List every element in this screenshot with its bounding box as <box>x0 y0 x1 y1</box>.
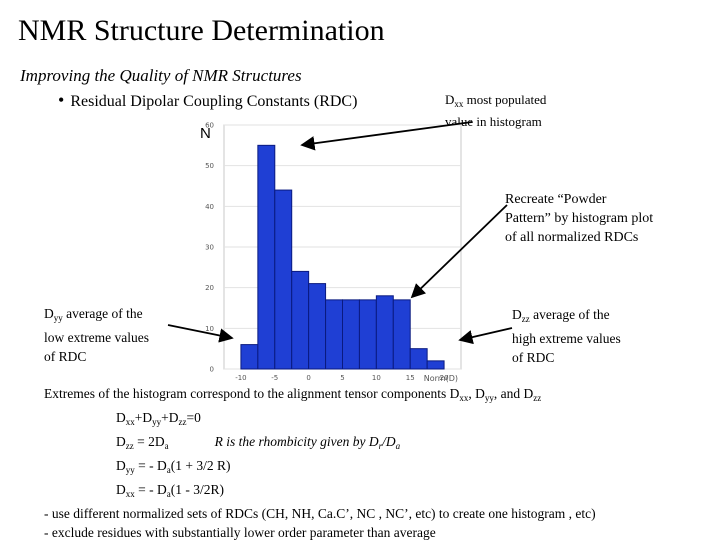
trace-equation: Dxx+Dyy+Dzz=0 <box>116 410 201 427</box>
extremes-line: Extremes of the histogram correspond to … <box>44 386 542 403</box>
histogram-bar <box>257 144 276 370</box>
y-axis-label: N <box>200 125 211 142</box>
slide-subtitle: Improving the Quality of NMR Structures <box>20 66 302 85</box>
y-tick-label: 40 <box>205 203 214 211</box>
y-tick-label: 20 <box>205 284 214 292</box>
dyy-annotation: Dyy average of the low extreme values of… <box>44 306 149 364</box>
y-tick-label: 0 <box>210 366 214 374</box>
y-tick-label: 50 <box>205 162 214 170</box>
x-tick-label: 10 <box>372 374 381 382</box>
rdc-histogram: 0 10 20 30 40 50 60 -10 -5 0 5 10 15 20 N Norm(D) <box>200 122 462 383</box>
powder-pattern-annotation: Recreate “Powder Pattern” by histogram p… <box>505 192 654 245</box>
histogram-bar <box>392 299 411 370</box>
histogram-bar <box>426 360 445 370</box>
histogram-bar <box>375 295 394 370</box>
explanation-text: Extremes of the histogram correspond to … <box>44 384 596 542</box>
y-tick-labels: 0 10 20 30 40 50 60 <box>205 122 214 374</box>
y-tick-label: 30 <box>205 244 214 252</box>
x-tick-label: -5 <box>271 374 278 382</box>
normalized-sets-note: - use different normalized sets of RDCs … <box>44 506 596 521</box>
bullet-dot-icon: • <box>58 90 65 110</box>
y-tick-label: 60 <box>205 122 214 130</box>
x-tick-label: -10 <box>235 374 246 382</box>
histogram-bar <box>291 270 310 370</box>
histogram-bar <box>358 299 377 370</box>
histogram-bar <box>342 299 360 370</box>
x-tick-label: 15 <box>406 374 415 382</box>
histogram-bar <box>409 348 428 370</box>
dyy-equation: Dyy = - Da(1 + 3/2 R) <box>116 458 231 475</box>
y-tick-label: 10 <box>205 325 214 333</box>
histogram-bar <box>274 189 293 370</box>
dzz-equation: Dzz = 2Da R is the rhombicity given by Dr… <box>116 434 401 451</box>
x-tick-labels: -10 -5 0 5 10 15 20 <box>235 374 448 382</box>
histogram-bar <box>325 299 343 370</box>
x-tick-label: 0 <box>306 374 310 382</box>
dzz-annotation: Dzz average of the high extreme values o… <box>512 307 621 365</box>
bullet-text: Residual Dipolar Coupling Constants (RDC… <box>70 93 358 110</box>
histogram-bar <box>308 283 327 370</box>
exclude-residues-note: - exclude residues with substantially lo… <box>44 525 436 540</box>
histogram-bars <box>240 144 445 370</box>
histogram-bar <box>240 344 259 370</box>
dxx-equation: Dxx = - Da(1 - 3/2R) <box>116 482 224 499</box>
slide-title: NMR Structure Determination <box>18 14 385 47</box>
x-tick-label: 20 <box>440 374 449 382</box>
x-axis-label: Norm(D) <box>424 374 458 383</box>
bullet-item: • Residual Dipolar Coupling Constants (RD… <box>58 90 357 111</box>
x-tick-label: 5 <box>340 374 344 382</box>
rhombicity-note: R is the rhombicity given by Dr/Da <box>214 434 401 451</box>
